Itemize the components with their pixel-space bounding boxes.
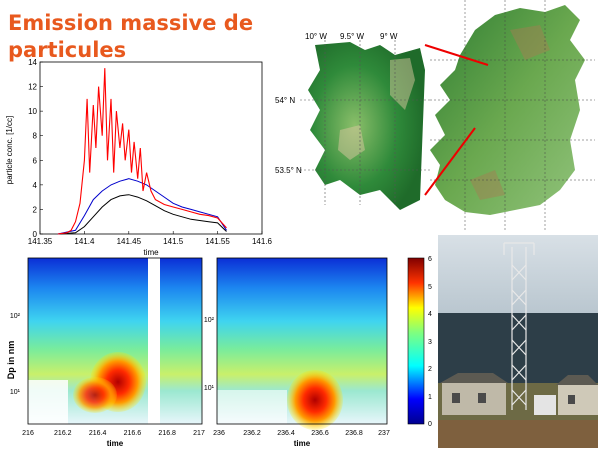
heatmap-right-xtick: 236.8 [345,430,363,437]
heatmap-left-ytick-high: 10² [10,313,21,320]
lon-label-9w: 9° W [380,32,398,41]
chart-series-line [57,178,227,235]
heatmap-right-burst [287,370,343,430]
chart-x-tick-label: 141.55 [205,237,230,246]
zoom-connector-bottom [424,127,476,196]
chart-y-tick-label: 12 [28,83,37,92]
chart-series-line [57,68,227,235]
colorbar-tick: 5 [428,284,432,291]
photo-container [534,395,556,415]
heatmap-left-xtick: 216.2 [54,430,72,437]
lat-label-53-5n: 53.5° N [275,166,302,175]
zoomed-highlands [390,58,415,110]
colorbar-tick: 2 [428,366,432,373]
zoomed-map: 10° W 9.5° W 9° W 54° N 53.5° N [275,32,430,210]
chart-series [57,68,227,235]
heatmap-right-ytick-high: 10² [204,317,215,324]
heatmap-right-xtick: 236.4 [277,430,295,437]
zoom-connector-top [424,44,489,66]
chart-y-tick-label: 10 [28,107,37,116]
heatmap-left-gap [148,258,160,424]
heatmap-right-x-axis-label: time [294,439,311,448]
chart-x-tick-label: 141.6 [252,237,273,246]
photo-tower [503,242,535,410]
heatmap-right-ytick-low: 10¹ [204,385,215,392]
heatmap-left-xtick: 216 [22,430,34,437]
colorbar-tick: 6 [428,256,432,263]
heatmap-left-xtick: 216.6 [124,430,142,437]
chart-y-tick-label: 4 [33,181,38,190]
chart-x-tick-label: 141.4 [74,237,95,246]
heatmap-right-xtick: 236.6 [311,430,329,437]
heatmap-y-axis-label: Dp in nm [6,341,16,380]
heatmap-left: 10² 10¹ 216 216.2 216.4 216.6 216.8 217 … [10,257,205,448]
colorbar-tick: 0 [428,421,432,428]
ireland-map-panel: 10° W 9.5° W 9° W 54° N 53.5° N [275,0,595,230]
chart-y-axis-label: particle conc. [1/cc] [5,116,14,184]
colorbar: 6 5 4 3 2 1 0 [407,256,432,428]
heatmap-left-xtick: 217 [193,430,205,437]
chart-plot-area [39,61,263,235]
chart-x-ticks: 141.35 141.4 141.45 141.5 141.55 141.6 [28,231,273,246]
chart-x-tick-label: 141.5 [163,237,184,246]
chart-y-tick-label: 8 [33,132,38,141]
chart-x-tick-label: 141.45 [117,237,142,246]
photo-building-left [440,373,508,415]
heatmap-left-x-axis-label: time [107,439,124,448]
colorbar-tick: 3 [428,339,432,346]
chart-y-tick-label: 6 [33,156,38,165]
size-distribution-panel: Dp in nm 10² 10¹ 216 216.2 216.4 216.6 2… [6,256,432,448]
heatmap-right-xtick: 236 [213,430,225,437]
slide-title: Emission massive de particules [8,11,254,62]
photo-building-right [556,375,598,415]
chart-y-ticks: 0 2 4 6 8 10 12 14 [28,58,43,239]
ireland-land [430,5,585,215]
heatmap-left-xtick: 216.8 [158,430,176,437]
heatmap-left-ytick-low: 10¹ [10,389,21,396]
heatmap-right-xtick: 237 [378,430,390,437]
colorbar-tick: 1 [428,394,432,401]
chart-y-tick-label: 2 [33,205,38,214]
chart-x-tick-label: 141.35 [28,237,53,246]
heatmap-right: 10² 10¹ 236 236.2 236.4 236.6 236.8 237 … [204,257,390,448]
tower-photo [438,235,598,448]
chart-series-line [57,194,227,235]
lat-label-54n: 54° N [275,96,295,105]
photo-sky [438,235,598,315]
lon-label-10w: 10° W [305,32,327,41]
chart-y-tick-label: 14 [28,58,37,67]
ireland-map [430,0,595,230]
chart-y-tick-label: 0 [33,230,38,239]
lon-label-9-5w: 9.5° W [340,32,365,41]
colorbar-gradient [407,257,425,425]
colorbar-tick: 4 [428,311,432,318]
heatmap-left-xtick: 216.4 [89,430,107,437]
chart-x-axis-label: time [143,248,159,257]
heatmap-right-xtick: 236.2 [243,430,261,437]
particle-conc-chart: 0 2 4 6 8 10 12 14 141.35 141.4 141.45 141.5 141.55… [5,58,273,257]
